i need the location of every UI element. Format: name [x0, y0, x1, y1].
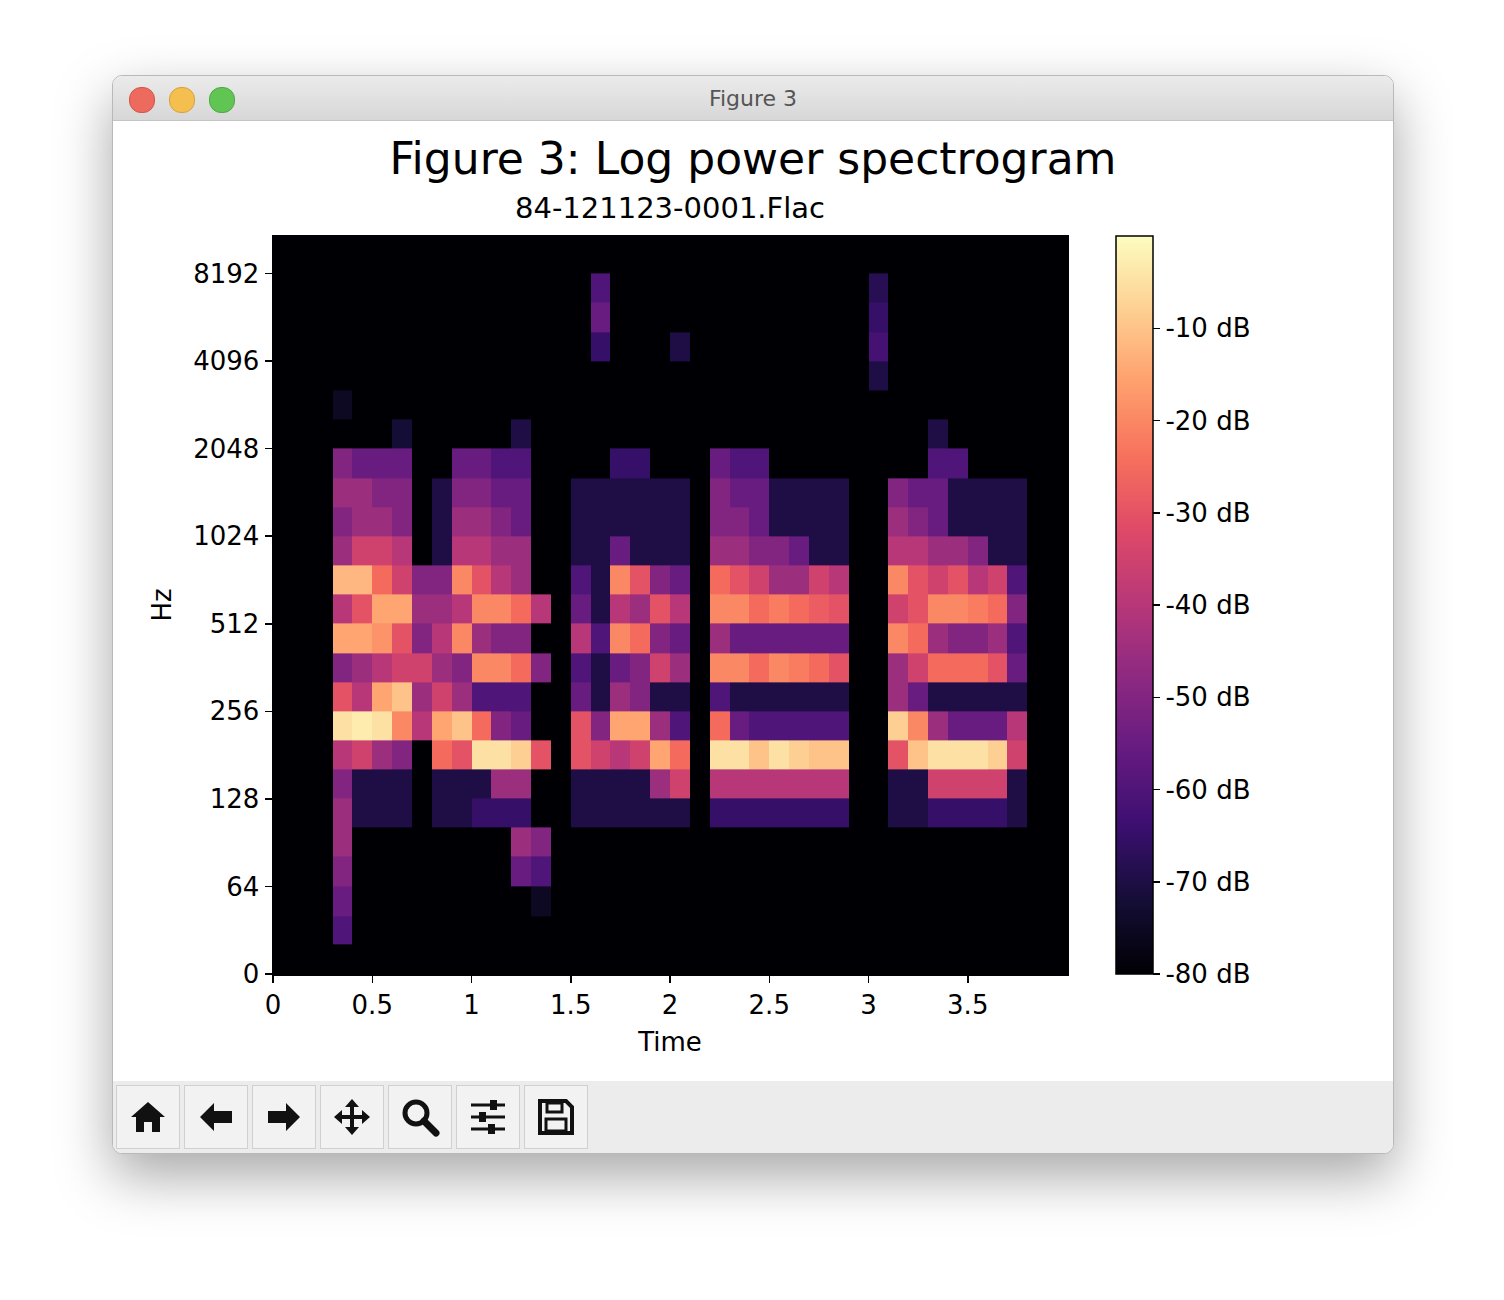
svg-text:-50 dB: -50 dB	[1165, 682, 1250, 712]
svg-text:84-121123-0001.Flac: 84-121123-0001.Flac	[515, 191, 825, 225]
svg-text:Figure 3: Log power spectrogra: Figure 3: Log power spectrogram	[390, 133, 1117, 184]
svg-text:3: 3	[860, 990, 877, 1020]
svg-text:-80 dB: -80 dB	[1165, 959, 1250, 989]
svg-text:2048: 2048	[193, 434, 259, 464]
svg-text:-20 dB: -20 dB	[1165, 406, 1250, 436]
svg-text:0: 0	[265, 990, 282, 1020]
svg-text:512: 512	[210, 609, 260, 639]
html-text:Figure 3: Figure 3	[708, 86, 798, 111]
svg-text:1024: 1024	[193, 521, 259, 551]
svg-text:128: 128	[210, 784, 260, 814]
svg-text:1: 1	[463, 990, 480, 1020]
svg-text:-40 dB: -40 dB	[1165, 590, 1250, 620]
svg-text:-30 dB: -30 dB	[1165, 498, 1250, 528]
svg-text:4096: 4096	[193, 346, 259, 376]
svg-text:-60 dB: -60 dB	[1165, 775, 1250, 805]
svg-text:-70 dB: -70 dB	[1165, 867, 1250, 897]
svg-text:64: 64	[226, 872, 259, 902]
svg-text:0.5: 0.5	[352, 990, 393, 1020]
svg-text:-10 dB: -10 dB	[1165, 313, 1250, 343]
svg-text:Time: Time	[637, 1027, 702, 1057]
svg-text:256: 256	[210, 696, 260, 726]
svg-text:3.5: 3.5	[947, 990, 988, 1020]
svg-text:2.5: 2.5	[749, 990, 790, 1020]
svg-text:0: 0	[243, 959, 260, 989]
svg-text:Hz: Hz	[147, 588, 177, 621]
svg-text:2: 2	[662, 990, 679, 1020]
svg-text:8192: 8192	[193, 259, 259, 289]
svg-text:1.5: 1.5	[550, 990, 591, 1020]
